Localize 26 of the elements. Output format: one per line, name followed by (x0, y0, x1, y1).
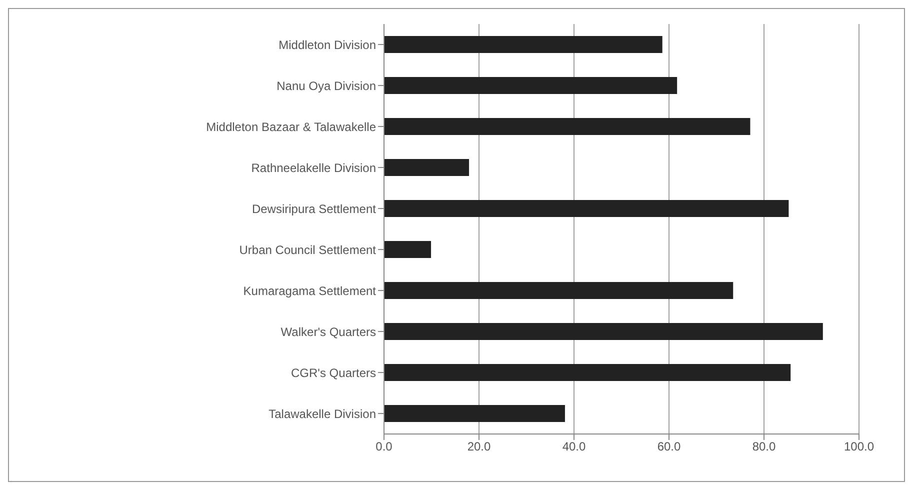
bar (384, 241, 432, 258)
bar (384, 364, 791, 381)
x-tick-label: 40.0 (562, 440, 586, 454)
y-tick-label: Nanu Oya Division (276, 78, 376, 93)
y-tick-label: Middleton Bazaar & Talawakelle (206, 120, 376, 134)
y-tick-label: Rathneelakelle Division (251, 160, 376, 175)
y-tick-label: CGR's Quarters (291, 366, 376, 380)
y-tick-label: Middleton Division (278, 38, 376, 52)
x-tick-label: 0.0 (376, 440, 393, 454)
x-tick-label: 100.0 (844, 440, 874, 454)
bar (384, 77, 678, 94)
bar (384, 159, 470, 176)
x-tick-label: 80.0 (752, 440, 776, 454)
y-tick-label: Talawakelle Division (268, 406, 376, 421)
bar (384, 405, 565, 422)
bar (384, 118, 750, 135)
y-tick-label: Kumaragama Settlement (243, 284, 377, 298)
y-tick-label: Dewsiripura Settlement (252, 202, 377, 216)
bar (384, 282, 734, 299)
y-tick-label: Urban Council Settlement (239, 242, 377, 257)
bar (384, 323, 823, 340)
x-tick-label: 60.0 (657, 440, 681, 454)
bar (384, 36, 662, 53)
x-tick-label: 20.0 (467, 440, 491, 454)
bar (384, 200, 789, 217)
y-tick-label: Walker's Quarters (280, 324, 376, 339)
